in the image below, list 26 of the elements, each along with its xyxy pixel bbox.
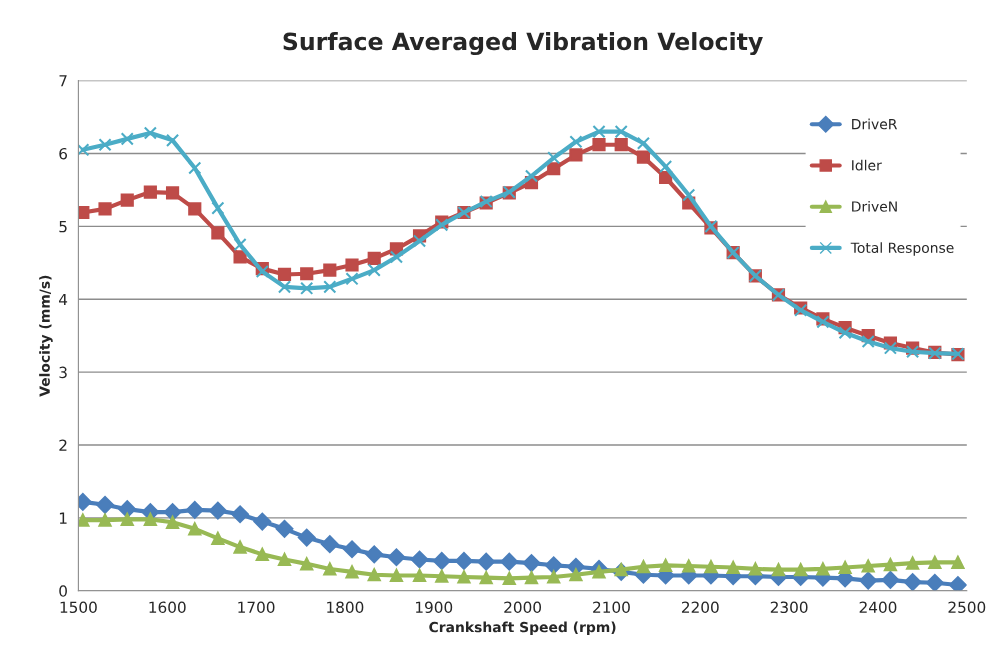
legend-label: DriveN [852, 201, 897, 212]
x-tick-label: 1600 [149, 601, 186, 614]
y-tick-label: 5 [59, 221, 67, 233]
x-tick-label: 2400 [859, 601, 897, 614]
x-tick-label: 2000 [504, 601, 542, 614]
y-tick-label: 2 [59, 439, 67, 451]
x-tick-label: 2300 [770, 601, 808, 614]
y-tick-label: 3 [59, 366, 67, 379]
legend-label: DriveR [852, 118, 898, 130]
legend-label: Total Response [850, 242, 954, 256]
x-tick-label: 2500 [948, 601, 986, 614]
x-tick-label: 1500 [60, 601, 97, 614]
x-tick-label: 1800 [327, 601, 364, 614]
y-tick-label: 7 [59, 75, 67, 87]
x-axis-title: Crankshaft Speed (rpm) [429, 621, 616, 636]
chart-title: Surface Averaged Vibration Velocity [283, 32, 763, 56]
legend-label: Idler [852, 159, 882, 171]
y-axis-title: Velocity (mm/s) [39, 275, 53, 397]
x-tick-label: 1700 [238, 601, 275, 614]
x-tick-label: 1900 [416, 601, 453, 614]
y-tick-label: 6 [59, 147, 68, 160]
y-tick-label: 0 [59, 585, 67, 597]
x-tick-label: 2200 [681, 601, 719, 614]
y-tick-label: 4 [59, 293, 68, 306]
x-tick-label: 2100 [593, 601, 630, 614]
y-tick-label: 1 [59, 512, 67, 524]
